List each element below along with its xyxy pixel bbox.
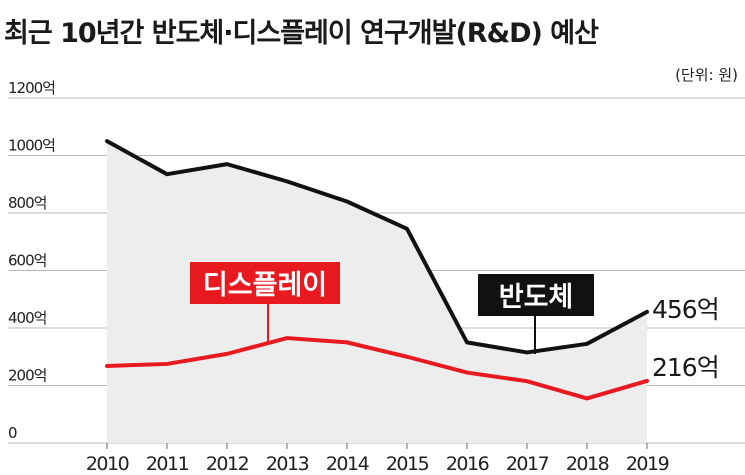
unit-note: (단위: 원) — [675, 66, 738, 84]
semiconductor-series-line — [105, 139, 649, 355]
semiconductor-end-label: 456억 — [652, 295, 719, 324]
display-callout-label: 디스플레이 — [203, 270, 327, 301]
x-axis-ticks: 2010 2011 2012 2013 2014 2015 2016 2017 2018 2019 — [86, 443, 670, 475]
y-axis-ticks: 0 200억 400억 600억 800억 1000억 1200억 — [8, 79, 56, 442]
y-tick-label: 200억 — [8, 367, 46, 385]
x-tick-label: 2016 — [446, 453, 489, 475]
chart-title: 최근 10년간 반도체·디스플레이 연구개발(R&D) 예산 — [4, 18, 599, 49]
semiconductor-callout-label: 반도체 — [499, 282, 574, 313]
semiconductor-callout: 반도체 — [478, 274, 594, 354]
x-tick-label: 2012 — [206, 453, 249, 475]
x-tick-label: 2010 — [86, 453, 129, 475]
semiconductor-area-fill — [107, 141, 647, 443]
x-tick-label: 2014 — [326, 453, 370, 475]
x-tick-label: 2015 — [386, 453, 429, 475]
semiconductor-callout-box — [478, 274, 594, 316]
y-tick-label: 600억 — [8, 252, 46, 270]
display-callout: 디스플레이 — [190, 262, 340, 343]
y-tick-label: 800억 — [8, 194, 46, 212]
y-tick-label: 1200억 — [8, 79, 55, 97]
x-tick-label: 2011 — [146, 453, 189, 475]
x-tick-label: 2013 — [266, 453, 309, 475]
y-tick-label: 0 — [8, 424, 17, 442]
display-series-line — [105, 336, 649, 401]
y-tick-label: 400억 — [8, 309, 46, 327]
x-tick-label: 2018 — [566, 453, 609, 475]
display-end-label: 216억 — [652, 353, 719, 382]
x-tick-label: 2019 — [626, 453, 669, 475]
x-tick-label: 2017 — [506, 453, 549, 475]
y-tick-label: 1000억 — [8, 137, 55, 155]
display-callout-box — [190, 262, 340, 304]
